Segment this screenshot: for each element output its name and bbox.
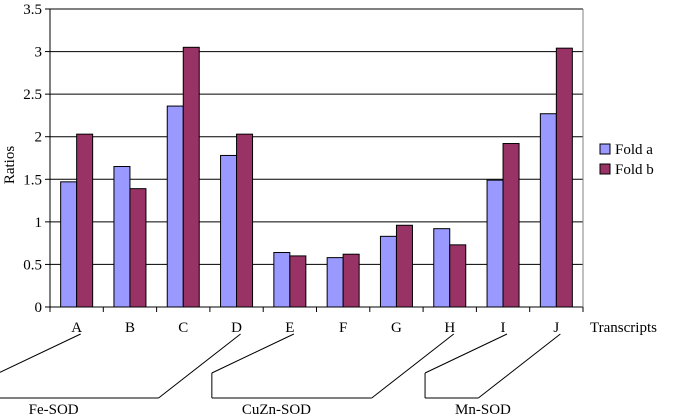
- plot-frame: [45, 8, 584, 312]
- y-tick-label: 3.5: [23, 2, 42, 18]
- bar-fold-a-J: [539, 113, 557, 308]
- bar-fold-a-F: [326, 257, 344, 308]
- y-axis-title: Ratios: [2, 146, 18, 184]
- bar-fold-a-E: [273, 252, 291, 308]
- group-bracket-line: [424, 333, 508, 374]
- legend-label: Fold a: [615, 142, 653, 158]
- bar-fold-a-B: [113, 166, 131, 308]
- bar-fold-b-J: [555, 47, 573, 308]
- group-label: CuZn-SOD: [242, 402, 311, 417]
- x-category-label: A: [71, 320, 82, 336]
- x-axis-title: Transcripts: [590, 320, 657, 336]
- x-category-label: C: [178, 320, 188, 336]
- y-tick-label: 3: [35, 45, 43, 61]
- bar-fold-b-A: [76, 133, 94, 308]
- bar-fold-a-C: [166, 105, 184, 308]
- y-tick-label: 1: [35, 215, 43, 231]
- bar-fold-a-A: [60, 181, 78, 308]
- y-tick-label: 0.5: [23, 257, 42, 273]
- x-category-label: F: [339, 320, 347, 336]
- x-category-label: D: [231, 320, 242, 336]
- y-tick-label: 2.5: [23, 87, 42, 103]
- group-brackets: Fe-SOD CuZn-SOD Mn-SOD: [0, 333, 561, 417]
- bar-fold-a-G: [379, 235, 397, 308]
- bar-fold-b-H: [449, 244, 467, 308]
- y-tick-labels: 0 0.5 1 1.5 2 2.5 3 3.5: [23, 2, 42, 316]
- bar-fold-a-D: [220, 154, 238, 308]
- x-category-label: H: [444, 320, 455, 336]
- legend: Fold a Fold b: [599, 142, 654, 178]
- y-tick-label: 0: [35, 300, 43, 316]
- x-category-label: I: [501, 320, 506, 336]
- bar-fold-b-B: [129, 188, 147, 308]
- bar-fold-b-D: [236, 133, 254, 308]
- bar-fold-b-G: [395, 224, 413, 308]
- bar-fold-b-C: [182, 46, 200, 308]
- group-bracket-line: [211, 333, 295, 374]
- group-bracket-line: [158, 333, 241, 399]
- bar-fold-a-H: [433, 228, 451, 308]
- y-tick-label: 1.5: [23, 172, 42, 188]
- group-label: Fe-SOD: [29, 402, 79, 417]
- x-category-label: J: [553, 320, 559, 336]
- bars: [60, 46, 573, 308]
- bar-fold-b-F: [342, 253, 360, 308]
- group-bracket-line: [371, 333, 455, 399]
- bar-fold-b-I: [502, 143, 520, 308]
- group-bracket-line: [478, 333, 561, 399]
- x-category-label: E: [285, 320, 294, 336]
- legend-label: Fold b: [615, 162, 654, 178]
- y-tick-label: 2: [35, 130, 43, 146]
- bar-fold-b-E: [289, 255, 307, 308]
- bar-fold-a-I: [486, 179, 504, 308]
- group-label: Mn-SOD: [455, 402, 511, 417]
- x-category-label: G: [391, 320, 402, 336]
- legend-swatch: [599, 163, 611, 175]
- group-bracket-line: [0, 333, 81, 373]
- x-category-label: B: [125, 320, 135, 336]
- x-category-labels: A B C D E F G H I J: [71, 320, 559, 336]
- legend-swatch: [599, 143, 611, 155]
